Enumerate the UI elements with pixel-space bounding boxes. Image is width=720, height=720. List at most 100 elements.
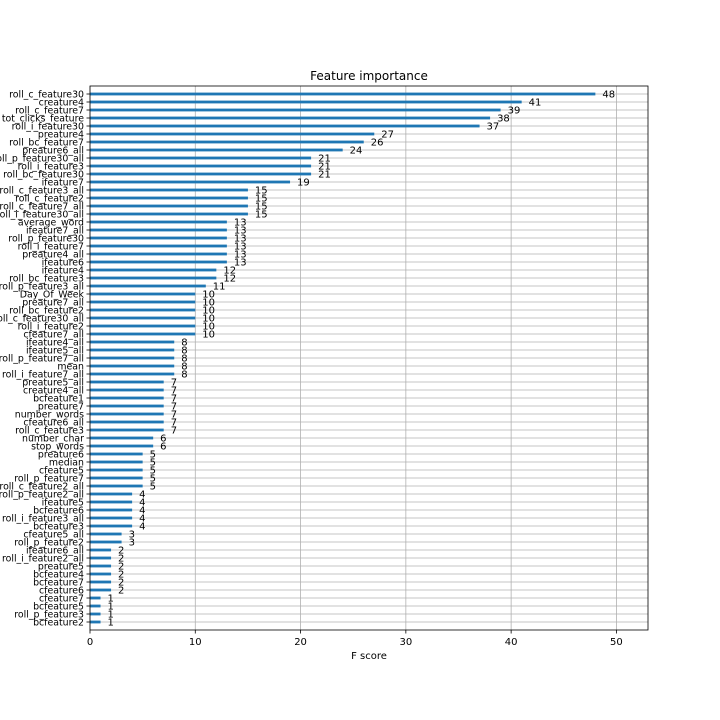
bar xyxy=(90,612,101,616)
y-tick-label: ifeature4 xyxy=(42,265,84,276)
y-tick-label: roll_bc_feature7 xyxy=(9,137,84,148)
y-tick-label: mean xyxy=(57,361,84,372)
y-tick-label: roll_c_feature2 xyxy=(15,193,84,204)
data-label: 7 xyxy=(171,386,177,397)
data-label: 48 xyxy=(602,90,615,101)
data-label: 5 xyxy=(150,458,156,469)
data-label: 12 xyxy=(223,266,236,277)
bar xyxy=(90,140,364,144)
y-tick-label: roll_i_feature7_all xyxy=(2,369,84,380)
bar xyxy=(90,364,175,368)
data-label: 7 xyxy=(171,426,177,437)
bar xyxy=(90,564,112,568)
data-label: 2 xyxy=(118,570,124,581)
data-label: 6 xyxy=(160,434,166,445)
bar xyxy=(90,420,164,424)
y-tick-label: roll_bc_feature30 xyxy=(3,169,84,180)
data-label: 38 xyxy=(497,114,510,125)
bar xyxy=(90,172,312,176)
bar xyxy=(90,556,112,560)
plot-frame xyxy=(89,85,649,631)
data-label: 8 xyxy=(181,338,187,349)
data-label: 13 xyxy=(234,226,247,237)
x-axis: 0 10 20 30 40 50 xyxy=(87,630,623,648)
y-tick-label: bcfeature4 xyxy=(33,569,84,580)
y-tick-label: preature4 xyxy=(38,129,84,140)
x-tick-label: 20 xyxy=(294,637,307,648)
bar xyxy=(90,212,248,216)
bar xyxy=(90,620,101,624)
bar xyxy=(90,548,112,552)
data-label: 13 xyxy=(234,242,247,253)
y-tick-label: creature4 xyxy=(39,97,84,108)
y-tick-label: bcfeature3 xyxy=(33,521,84,532)
bar xyxy=(90,92,596,96)
data-label: 8 xyxy=(181,346,187,357)
data-label: 2 xyxy=(118,554,124,565)
data-label: 4 xyxy=(139,514,145,525)
y-tick-label: roll_i_feature3 xyxy=(18,161,84,172)
bar xyxy=(90,468,143,472)
data-label: 10 xyxy=(202,322,215,333)
bar xyxy=(90,132,375,136)
x-tick-label: 50 xyxy=(610,637,623,648)
y-tick-label: roll_c_feature30_all xyxy=(0,313,84,324)
data-label: 1 xyxy=(108,618,114,629)
y-tick-label: average_word xyxy=(18,217,84,228)
chart-title: Feature importance xyxy=(310,69,428,83)
data-label: 15 xyxy=(255,210,268,221)
x-tick-label: 40 xyxy=(505,637,518,648)
bar xyxy=(90,452,143,456)
y-tick-label: preature4_all xyxy=(22,249,84,260)
y-tick-label: median xyxy=(49,457,84,468)
y-tick-label: roll_c_feature7_all xyxy=(0,201,84,212)
data-label: 37 xyxy=(487,122,500,133)
data-label: 4 xyxy=(139,490,145,501)
data-label: 19 xyxy=(297,178,310,189)
data-label: 27 xyxy=(381,130,394,141)
bar xyxy=(90,188,248,192)
bar xyxy=(90,404,164,408)
bar xyxy=(90,308,196,312)
data-label: 7 xyxy=(171,378,177,389)
bar xyxy=(90,412,164,416)
y-tick-label: number_words xyxy=(15,409,84,420)
bar xyxy=(90,108,501,112)
y-tick-label: cfeature7_all xyxy=(23,329,84,340)
x-tick-label: 0 xyxy=(87,637,93,648)
y-tick-label: cfeature6 xyxy=(39,585,84,596)
y-tick-label: roll_i_feature30_all xyxy=(0,209,84,220)
bar xyxy=(90,180,291,184)
y-tick-label: preature7_all xyxy=(22,297,84,308)
y-tick-label: roll_bc_feature2 xyxy=(9,305,84,316)
bar xyxy=(90,236,227,240)
y-tick-label: bcfeature6 xyxy=(33,505,84,516)
y-tick-label: roll_i_feature2 xyxy=(18,321,84,332)
bar xyxy=(90,356,175,360)
data-label: 2 xyxy=(118,578,124,589)
y-tick-label: roll_c_feature3 xyxy=(15,425,84,436)
y-tick-label: roll_c_feature7 xyxy=(15,105,84,116)
bar xyxy=(90,492,133,496)
y-tick-label: bcfeature5 xyxy=(33,601,84,612)
bar xyxy=(90,196,248,200)
data-label: 5 xyxy=(150,450,156,461)
bar xyxy=(90,484,143,488)
bar xyxy=(90,388,164,392)
y-tick-label: ifeature7_all xyxy=(26,225,84,236)
data-label: 10 xyxy=(202,314,215,325)
data-label: 15 xyxy=(255,194,268,205)
bar xyxy=(90,300,196,304)
data-label: 4 xyxy=(139,522,145,533)
data-label: 11 xyxy=(213,282,226,293)
data-label: 4 xyxy=(139,498,145,509)
y-tick-label: bcfeature7 xyxy=(33,577,84,588)
bar xyxy=(90,596,101,600)
bar xyxy=(90,156,312,160)
data-label: 6 xyxy=(160,442,166,453)
data-label: 7 xyxy=(171,410,177,421)
label-layer: 48roll_c_feature3041creature439roll_c_fe… xyxy=(0,89,615,628)
data-label: 15 xyxy=(255,186,268,197)
bar xyxy=(90,284,206,288)
